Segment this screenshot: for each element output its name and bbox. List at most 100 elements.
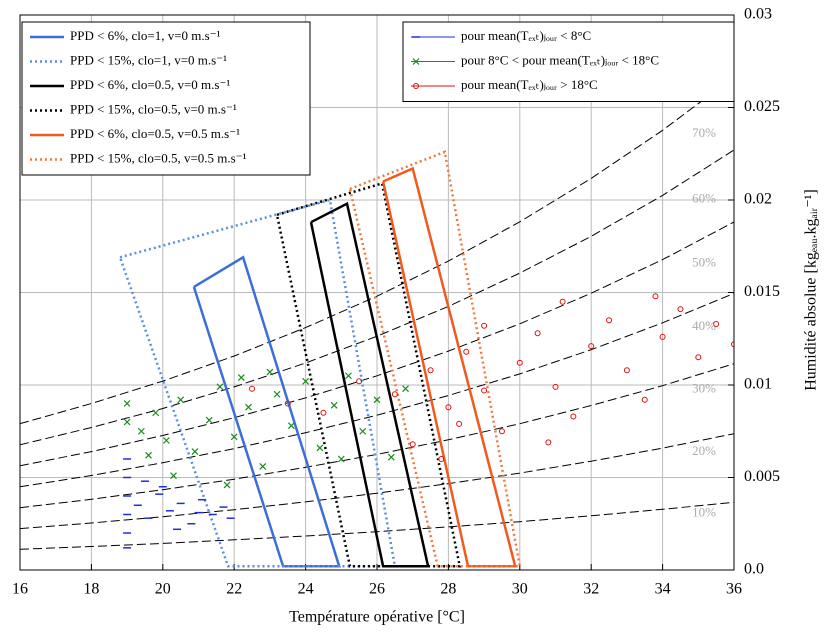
point (152, 409, 160, 417)
point (230, 433, 238, 441)
point (287, 422, 295, 430)
x-tick-label: 18 (83, 581, 99, 598)
point (249, 385, 256, 392)
point (177, 396, 185, 404)
y-tick-label: 0.015 (744, 283, 780, 300)
rh-curve (20, 221, 734, 467)
point (387, 453, 395, 461)
point (559, 298, 566, 305)
point (162, 437, 170, 444)
point (205, 416, 213, 424)
point (498, 428, 505, 435)
x-tick-label: 24 (298, 581, 314, 598)
x-tick-label: 22 (226, 581, 242, 598)
comfort-zone (275, 181, 462, 568)
point (237, 374, 245, 382)
point (359, 427, 367, 435)
point (170, 472, 177, 480)
rh-curve (20, 292, 734, 488)
rh-curve (20, 76, 734, 425)
legend-label: pour mean(Tₑₓₜ)ⱼₒᵤᵣ < 8°C (461, 28, 591, 43)
point (284, 400, 291, 407)
point (588, 343, 595, 350)
legend-box (21, 21, 311, 176)
comfort-zone (348, 150, 522, 568)
point (373, 396, 381, 404)
point (216, 383, 224, 391)
point (481, 387, 488, 394)
x-tick-label: 28 (440, 581, 456, 598)
point (545, 439, 552, 446)
x-tick-label: 26 (369, 581, 385, 598)
comfort-zone (118, 198, 397, 568)
comfort-zone (309, 201, 430, 568)
point (320, 409, 327, 416)
legend-label: PPD < 6%, clo=0.5, v=0 m.s⁻¹ (70, 77, 230, 92)
rh-label: 30% (692, 381, 716, 396)
point (391, 391, 398, 398)
rh-label: 60% (692, 190, 716, 205)
legend-label: pour mean(Tₑₓₜ)ⱼₒᵤᵣ > 18°C (461, 77, 598, 92)
rh-label: 50% (692, 255, 716, 270)
point (552, 383, 559, 390)
comfort-zone (192, 255, 341, 568)
point (356, 378, 363, 385)
point (409, 441, 416, 448)
point (302, 377, 310, 385)
point (316, 444, 324, 452)
point (273, 390, 281, 398)
point (402, 385, 409, 393)
comfort-zone (381, 166, 517, 568)
point (606, 317, 613, 324)
point (123, 400, 131, 407)
point (259, 462, 267, 470)
point (652, 293, 659, 300)
point (330, 401, 338, 409)
legend-label: PPD < 6%, clo=1, v=0 m.s⁻¹ (70, 28, 221, 43)
y-axis-label: Humidité absolue [kgₑₐᵤ.kgₐᵢᵣ⁻¹] (803, 189, 820, 391)
x-tick-label: 32 (583, 581, 599, 598)
legend-label: PPD < 6%, clo=0.5, v=0.5 m.s⁻¹ (70, 126, 240, 141)
point (427, 367, 434, 374)
x-tick-label: 34 (655, 581, 671, 598)
point (123, 418, 131, 426)
point (641, 396, 648, 403)
rh-label: 40% (692, 318, 716, 333)
legend-label: PPD < 15%, clo=0.5, v=0 m.s⁻¹ (70, 101, 237, 116)
point (695, 354, 702, 361)
legend-label: PPD < 15%, clo=0.5, v=0.5 m.s⁻¹ (70, 150, 247, 165)
x-tick-label: 30 (512, 581, 528, 598)
point (438, 456, 445, 462)
legend-marker (413, 83, 419, 89)
rh-curve (20, 149, 734, 446)
point (337, 455, 345, 463)
point (223, 481, 231, 489)
point (534, 330, 541, 337)
point (445, 404, 452, 411)
point (516, 359, 523, 366)
point (481, 322, 488, 329)
rh-label: 70% (692, 125, 716, 140)
y-tick-label: 0.005 (744, 468, 780, 485)
rh-curve (20, 363, 734, 509)
rh-label: 20% (692, 443, 716, 458)
x-tick-label: 20 (155, 581, 171, 598)
legend-box (402, 21, 735, 102)
point (145, 451, 152, 459)
y-tick-label: 0.025 (744, 98, 780, 115)
point (659, 333, 666, 340)
rh-curve (20, 433, 734, 530)
plot-area: 10% 20% 30% 40% 50% 60% 70% (20, 76, 734, 568)
y-tick-label: 0.01 (744, 376, 772, 393)
point (266, 368, 274, 376)
y-tick-label: 0.03 (744, 6, 772, 23)
point (456, 420, 463, 427)
point (713, 320, 720, 327)
point (191, 448, 199, 456)
point (137, 427, 145, 435)
point (623, 367, 630, 374)
y-tick-label: 0.02 (744, 191, 772, 208)
rh-label: 10% (692, 504, 716, 519)
point (570, 413, 577, 420)
